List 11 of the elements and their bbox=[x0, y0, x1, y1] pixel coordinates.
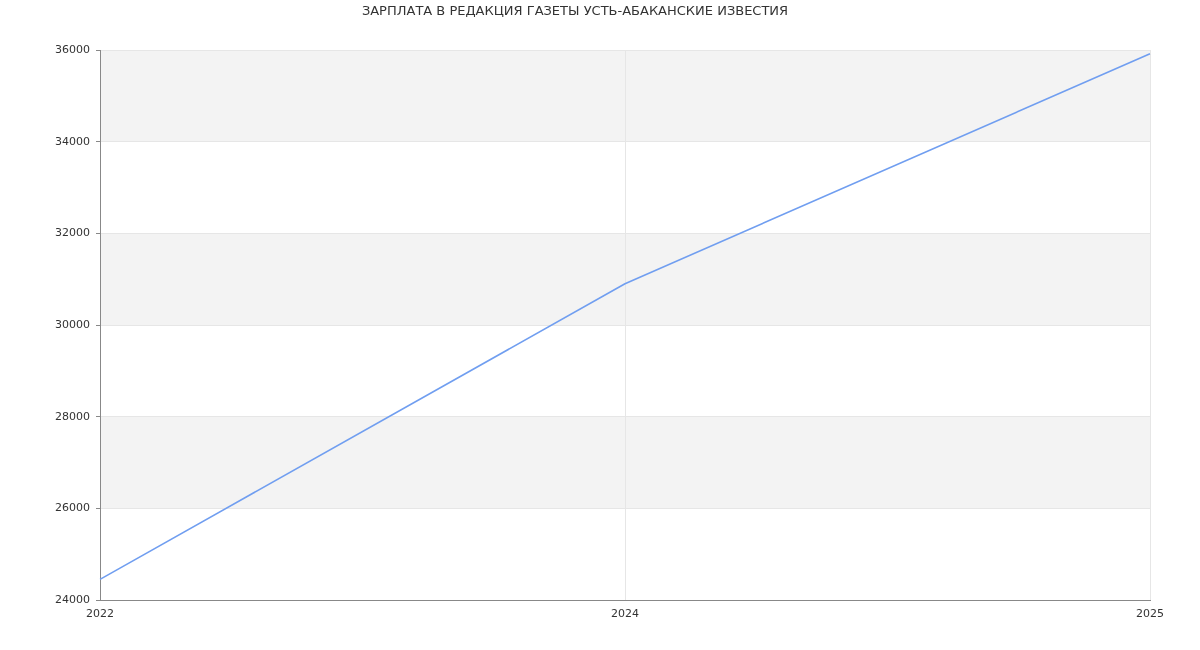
y-tick-label: 28000 bbox=[55, 409, 90, 423]
y-tick-label: 30000 bbox=[55, 317, 90, 331]
y-tick-label: 32000 bbox=[55, 226, 90, 240]
y-tick-label: 26000 bbox=[55, 501, 90, 515]
x-tick-label: 2022 bbox=[86, 607, 114, 621]
y-tick-label: 34000 bbox=[55, 134, 90, 148]
y-tick-label: 36000 bbox=[55, 42, 90, 56]
y-tick-label: 24000 bbox=[55, 592, 90, 606]
chart-title: ЗАРПЛАТА В РЕДАКЦИЯ ГАЗЕТЫ УСТЬ-АБАКАНСКИЕ ИЗВЕСТИЯ bbox=[361, 3, 789, 19]
x-tick-label: 2025 bbox=[1136, 607, 1164, 621]
x-tick-label: 2024 bbox=[611, 607, 639, 621]
